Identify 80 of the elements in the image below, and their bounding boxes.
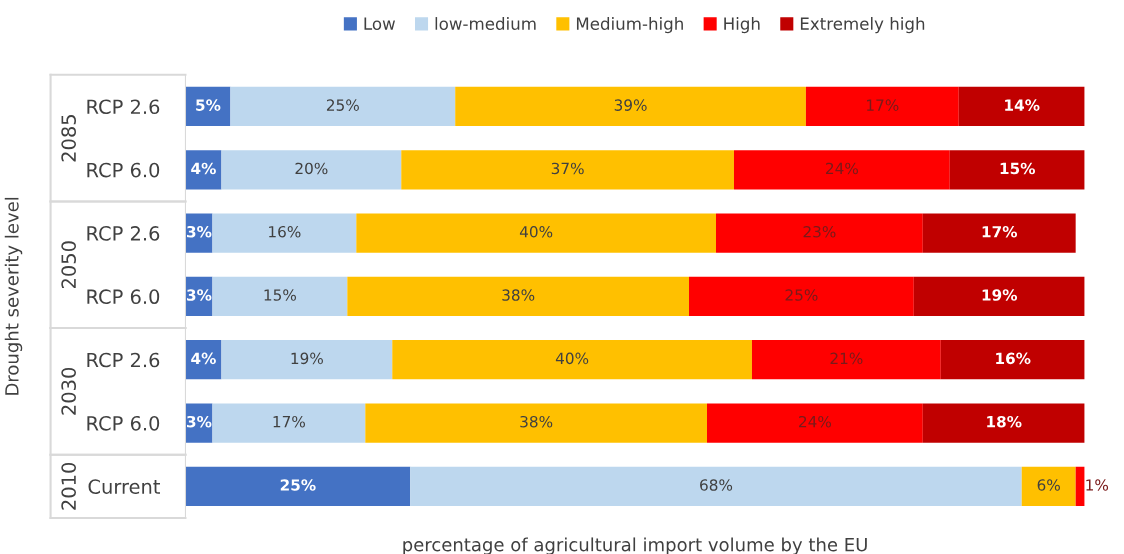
data-label: 40% bbox=[555, 352, 589, 365]
text: 2050 bbox=[61, 241, 76, 289]
bar bbox=[347, 276, 690, 317]
data-label: 19% bbox=[291, 352, 323, 365]
bar bbox=[356, 213, 716, 253]
bar bbox=[949, 150, 1085, 190]
data-label: 15% bbox=[1000, 162, 1036, 175]
data-label: 4% bbox=[191, 352, 216, 365]
bar bbox=[1021, 466, 1076, 506]
x-axis-title: percentage of agricultural import volume by the EU bbox=[403, 537, 867, 554]
data-label: 17% bbox=[982, 225, 1018, 238]
data-label: 17% bbox=[867, 99, 899, 111]
data-label: 20% bbox=[295, 162, 328, 175]
y-tick-label: RCP 6.0 bbox=[87, 415, 160, 431]
data-label: 3% bbox=[187, 289, 212, 301]
text: 2085 bbox=[61, 115, 76, 162]
bar bbox=[940, 340, 1085, 380]
data-label: 3% bbox=[187, 415, 212, 428]
bar bbox=[401, 150, 734, 190]
data-label: 21% bbox=[830, 352, 863, 365]
data-label: 23% bbox=[803, 225, 836, 238]
data-label: 16% bbox=[996, 352, 1031, 365]
bar bbox=[958, 86, 1085, 127]
data-label: 38% bbox=[502, 289, 535, 301]
data-label: 25% bbox=[326, 99, 359, 111]
legend-label: Extremely high bbox=[800, 17, 925, 34]
data-label: 40% bbox=[519, 225, 553, 238]
bar bbox=[751, 340, 941, 380]
y-axis-title: Drought severity level bbox=[4, 197, 23, 395]
legend-label: High bbox=[724, 17, 760, 34]
bar bbox=[689, 276, 914, 317]
y-tick-label: RCP 2.6 bbox=[87, 226, 160, 241]
data-label: 25% bbox=[280, 479, 316, 491]
data-label: 19% bbox=[982, 289, 1018, 301]
bar bbox=[922, 213, 1076, 253]
y-tick-label: RCP 2.6 bbox=[87, 352, 160, 368]
bar bbox=[185, 466, 411, 506]
bar bbox=[221, 340, 393, 380]
bar bbox=[913, 276, 1085, 317]
data-label: 24% bbox=[826, 162, 859, 175]
data-label: 1% bbox=[1086, 479, 1109, 491]
data-label: 37% bbox=[551, 162, 584, 175]
data-label: 14% bbox=[1005, 99, 1040, 111]
data-label: 39% bbox=[614, 99, 647, 111]
y-tick-label: RCP 6.0 bbox=[87, 162, 160, 178]
data-label: 5% bbox=[196, 99, 221, 111]
data-label: 15% bbox=[264, 289, 297, 301]
text: 2030 bbox=[61, 367, 76, 415]
data-label: 16% bbox=[269, 225, 301, 238]
data-label: 68% bbox=[700, 479, 733, 491]
bar bbox=[212, 213, 357, 253]
y-tick-label: Current bbox=[88, 479, 160, 494]
bar bbox=[185, 86, 231, 127]
bar bbox=[221, 150, 402, 190]
bar bbox=[212, 403, 366, 443]
data-label: 38% bbox=[520, 415, 553, 428]
bar bbox=[922, 403, 1085, 443]
bar bbox=[365, 403, 707, 443]
legend-label: low-medium bbox=[435, 17, 536, 30]
legend-label: Low bbox=[364, 17, 395, 30]
bar bbox=[392, 340, 752, 380]
bar bbox=[410, 466, 1022, 506]
bar bbox=[707, 403, 923, 443]
data-label: 4% bbox=[191, 162, 216, 175]
data-label: 24% bbox=[799, 415, 832, 428]
bar bbox=[715, 213, 923, 253]
data-label: 17% bbox=[273, 415, 305, 428]
data-label: 25% bbox=[785, 289, 818, 301]
bar bbox=[230, 86, 456, 127]
bar bbox=[805, 86, 959, 127]
data-label: 18% bbox=[987, 415, 1022, 428]
y-tick-label: RCP 6.0 bbox=[87, 289, 160, 305]
bar bbox=[733, 150, 950, 190]
y-tick-label: RCP 2.6 bbox=[87, 99, 160, 115]
bar bbox=[455, 86, 806, 127]
legend-label: Medium-high bbox=[576, 17, 683, 34]
data-label: 3% bbox=[187, 225, 212, 238]
bar bbox=[212, 276, 348, 317]
data-label: 6% bbox=[1037, 479, 1060, 491]
text: 2010 bbox=[61, 462, 76, 510]
